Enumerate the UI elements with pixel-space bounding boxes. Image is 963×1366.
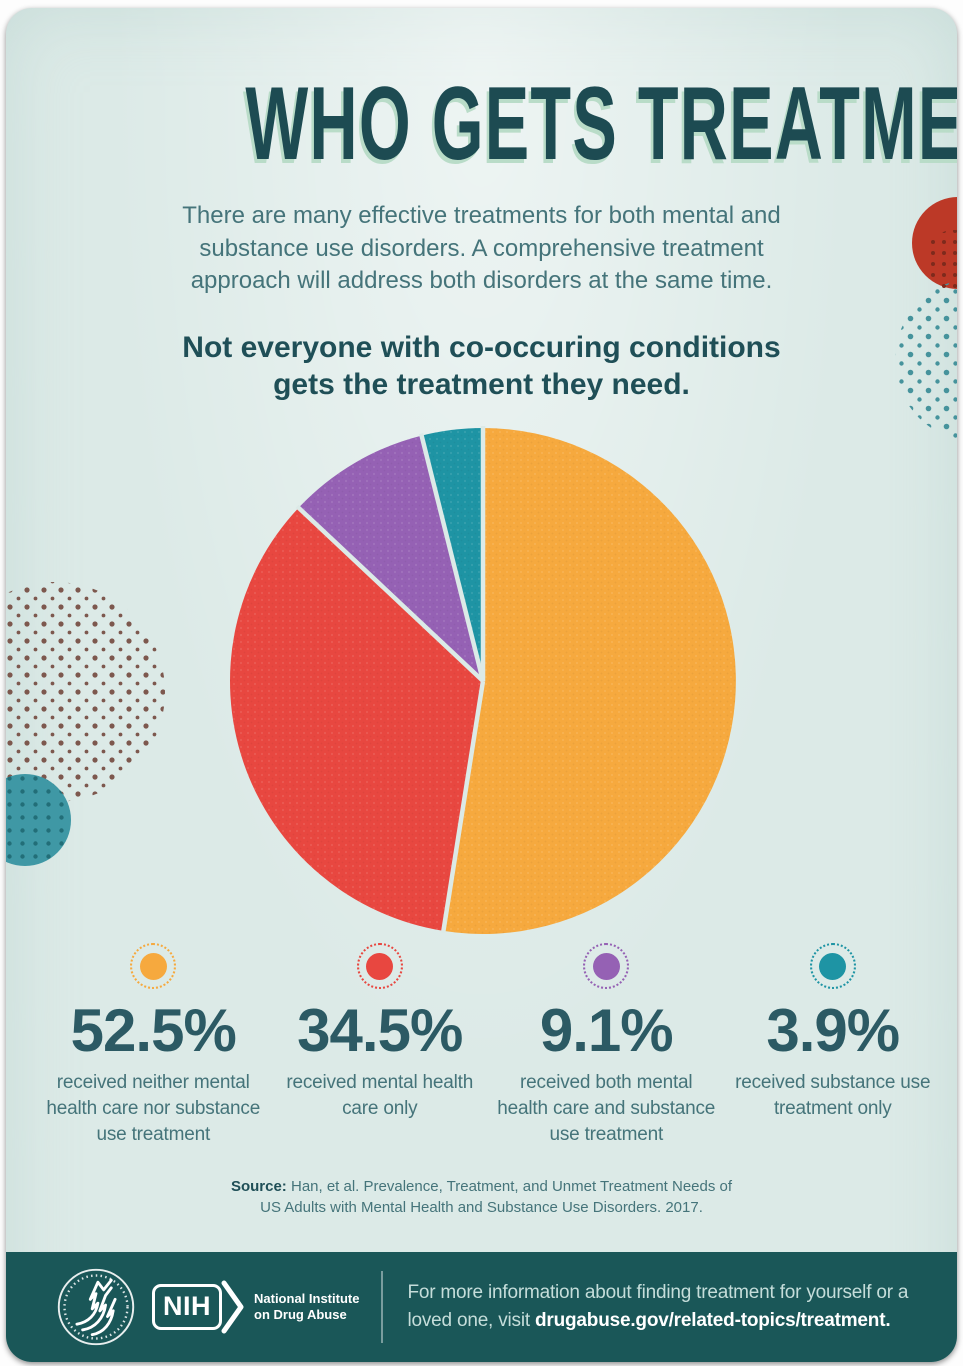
pie-chart-svg	[230, 426, 736, 934]
stat-block: 9.1% received both mental health care an…	[493, 943, 720, 1148]
stats-row: 52.5% received neither mental health car…	[40, 943, 946, 1148]
pie-slice-gap	[440, 680, 486, 934]
legend-dot	[592, 952, 620, 980]
stat-percent: 52.5%	[70, 997, 237, 1064]
stat-percent: 34.5%	[297, 997, 463, 1064]
pie-slice-gap	[418, 433, 486, 682]
source-label: Source:	[230, 1178, 287, 1195]
red-circle-decoration	[912, 197, 957, 290]
nih-logo-box: NIH	[152, 1284, 222, 1330]
legend-dot	[819, 952, 847, 980]
footer-info: For more information about finding treat…	[407, 1279, 957, 1335]
nih-name-line1: National Institute	[254, 1290, 360, 1306]
legend-dot-ring	[809, 943, 856, 989]
legend-dot-ring	[583, 943, 630, 989]
stat-description: received both mental health care and sub…	[497, 1072, 716, 1145]
nih-logo: NIH National Institute on Drug Abuse	[152, 1280, 359, 1334]
footer-divider	[381, 1271, 384, 1343]
source-citation: Source: Han, et al. Prevalence, Treatmen…	[219, 1176, 744, 1218]
legend-dot-ring	[130, 943, 177, 989]
legend-dot-ring	[356, 943, 403, 989]
nih-name-line2: on Drug Abuse	[254, 1307, 347, 1322]
pie-chart	[225, 423, 741, 939]
stat-percent: 9.1%	[539, 997, 674, 1064]
pie-slice-gap	[295, 504, 485, 683]
stat-description: received mental health care only	[286, 1072, 474, 1119]
teal-circle-decoration	[6, 774, 71, 866]
source-text: Han, et al. Prevalence, Treatment, and U…	[260, 1178, 733, 1216]
teal-dots-decoration	[895, 280, 957, 440]
brown-dots-decoration	[6, 582, 165, 802]
footer-bar: NIH National Institute on Drug Abuse For…	[6, 1252, 957, 1362]
legend-dot	[366, 952, 394, 980]
stat-description: received substance use treatment only	[735, 1072, 931, 1119]
stat-block: 34.5% received mental health care only	[267, 943, 494, 1148]
intro-text: There are many effective treatments for …	[182, 202, 781, 294]
legend-dot	[139, 952, 167, 980]
footer-info-text: For more information about finding treat…	[407, 1282, 909, 1331]
hhs-seal-icon	[57, 1268, 135, 1346]
stat-block: 52.5% received neither mental health car…	[40, 943, 267, 1148]
subtitle: Not everyone with co-occuring conditions…	[182, 331, 781, 401]
stat-description: received neither mental health care nor …	[46, 1072, 261, 1145]
stat-block: 3.9% received substance use treatment on…	[720, 943, 947, 1148]
footer-info-url: drugabuse.gov/related-topics/treatment.	[535, 1310, 891, 1331]
stat-percent: 3.9%	[766, 997, 900, 1064]
page-title-text: WHO GETS TREATMENT?	[245, 66, 957, 182]
nih-institute-name: National Institute on Drug Abuse	[254, 1291, 359, 1324]
nih-chevron-icon	[221, 1280, 244, 1334]
infographic-poster: WHO GETS TREATMENT? There are many effec…	[6, 8, 957, 1362]
page-title: WHO GETS TREATMENT?	[6, 72, 957, 176]
